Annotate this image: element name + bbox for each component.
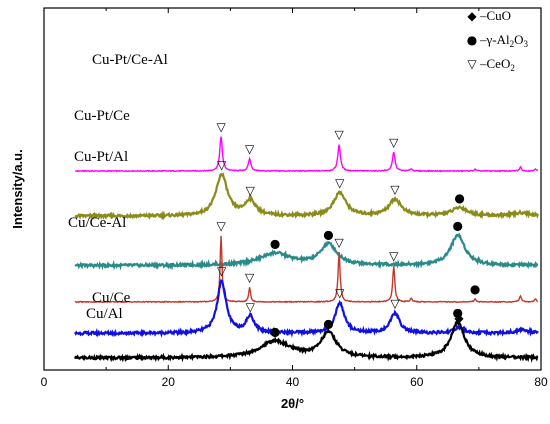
plot-area: ▽▽▽▽Cu-Pt/Ce-Al▽▽▽ ▽●Cu-Pt/Ce●●●Cu-Pt/Al▽… — [68, 52, 539, 363]
peak-marker: ▽ — [389, 249, 399, 263]
x-tick-label: 40 — [286, 375, 300, 389]
series-label: Cu-Pt/Ce-Al — [92, 52, 168, 68]
peak-marker: ● — [453, 305, 463, 319]
peak-marker: ▽ — [335, 286, 345, 300]
legend-entry-part: –γ-Al — [479, 32, 510, 47]
peak-marker: ▽ — [216, 219, 226, 233]
peak-marker: ● — [454, 191, 464, 205]
series-line-cu-pt-ce — [74, 172, 539, 221]
legend-entry: –γ-Al2O3 — [479, 32, 528, 49]
legend-symbol: ▽ — [467, 57, 477, 71]
peak-marker: ● — [323, 228, 333, 242]
peak-marker: ▽ — [245, 142, 255, 156]
series-label: Cu/Ce-Al — [68, 215, 126, 231]
peak-marker: ● — [270, 237, 280, 251]
peak-marker: ● — [323, 316, 333, 330]
legend-entry-part: O — [514, 32, 523, 47]
legend-entry-part: –CeO — [479, 56, 510, 71]
peak-marker: ● — [270, 325, 280, 339]
series-line-cu-pt-al — [74, 232, 539, 271]
x-axis-label: 2θ/° — [281, 396, 304, 411]
peak-marker: ◆ — [454, 311, 464, 325]
peak-marker: ▽ — [389, 135, 399, 149]
legend-symbol: ◆ — [467, 9, 477, 23]
axes: 0 20 40 60 80 2θ/° Intensity/a.u. — [10, 7, 548, 411]
series-label: Cu/Al — [86, 306, 123, 322]
series-line-cu-pt-ce-al — [74, 136, 539, 173]
legend-entry-part: 3 — [523, 39, 528, 49]
x-tick-label: 60 — [410, 375, 424, 389]
peak-marker: ▽ — [334, 128, 344, 142]
peak-marker: ▽ — [216, 120, 226, 134]
peak-marker: ▽ — [390, 296, 400, 310]
legend-entry: –CeO2 — [479, 56, 515, 73]
peak-marker: ▽ — [246, 184, 256, 198]
x-tick-label: 80 — [534, 375, 548, 389]
y-axis-label: Intensity/a.u. — [10, 149, 25, 228]
peak-marker: ▽ — [217, 264, 227, 278]
series-line-cu-ce — [74, 278, 539, 338]
peak-marker: ▽ — [334, 235, 344, 249]
series-label: Cu/Ce — [92, 290, 131, 306]
legend-entry-part: 2 — [510, 39, 515, 49]
series-line-cu-ce-al — [74, 235, 538, 304]
peak-marker: ▽ — [246, 300, 256, 314]
legend: ◆ –CuO● –γ-Al2O3▽ –CeO2 — [467, 8, 529, 73]
series-line-cu-al — [74, 319, 539, 363]
legend-symbol: ● — [467, 33, 477, 47]
legend-entry-part: 2 — [510, 63, 515, 73]
x-tick-label: 20 — [162, 375, 176, 389]
peak-marker: ▽ — [217, 158, 227, 172]
peak-marker: ▽ — [335, 176, 345, 190]
x-tick-label: 0 — [41, 375, 48, 389]
peak-marker: ▽ — [390, 183, 400, 197]
series-label: Cu-Pt/Al — [74, 149, 128, 165]
legend-entry: –CuO — [479, 8, 511, 23]
peak-marker: ● — [453, 218, 463, 232]
peak-marker: ▽ — [245, 271, 255, 285]
peak-marker: ● — [470, 282, 480, 296]
series-label: Cu-Pt/Ce — [74, 108, 130, 124]
